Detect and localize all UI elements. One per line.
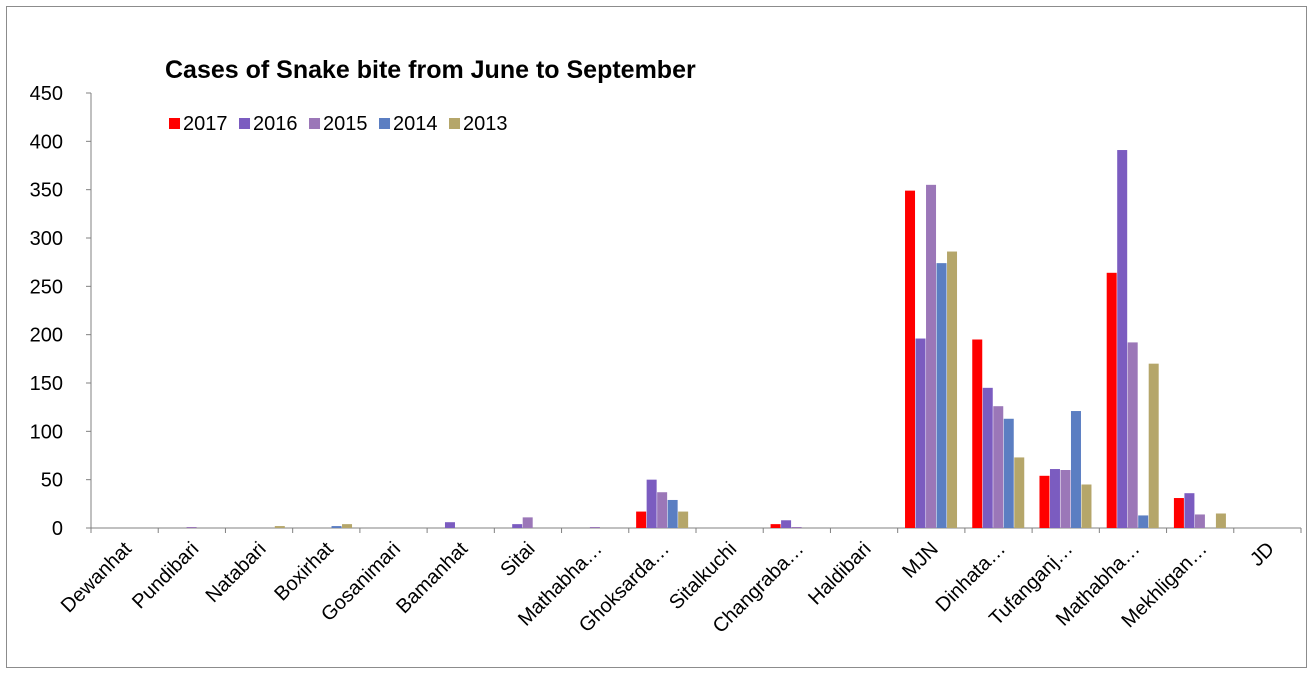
legend-label-2017: 2017 [183, 113, 228, 135]
x-tick-label: Sitai [496, 538, 539, 581]
x-tick-label: Dewanhat [57, 538, 137, 618]
x-tick-label: Bamanhat [392, 538, 472, 618]
bar-2014 [1070, 411, 1081, 528]
y-tick-label: 150 [30, 373, 63, 395]
bar-2015 [657, 492, 668, 528]
bar-2017 [1106, 272, 1117, 528]
y-tick-label: 200 [30, 325, 63, 347]
y-tick-label: 400 [30, 131, 63, 153]
bar-2014 [1003, 418, 1014, 528]
bar-2015 [589, 527, 600, 528]
bar-2015 [1060, 470, 1071, 528]
y-tick-label: 450 [30, 83, 63, 105]
bar-2017 [636, 511, 647, 528]
x-tick-label: Haldibari [804, 538, 875, 609]
x-tick-label: Pundibari [128, 538, 203, 613]
bar-2016 [1117, 150, 1128, 529]
bar-2013 [274, 526, 285, 528]
bar-2013 [1148, 363, 1159, 528]
x-tick-label: MJN [898, 538, 943, 583]
chart-frame: Cases of Snake bite from June to Septemb… [6, 6, 1307, 668]
bar-2017 [972, 339, 983, 528]
bar-2016 [444, 522, 455, 528]
bar-2014 [331, 526, 342, 528]
bar-2014 [936, 263, 947, 528]
bar-2013 [1081, 484, 1092, 528]
bar-2015 [993, 406, 1004, 528]
bar-2016 [1184, 493, 1195, 528]
bar-2013 [1014, 457, 1025, 528]
y-tick-label: 50 [41, 470, 63, 492]
bar-2015 [926, 184, 937, 529]
bar-2015 [186, 527, 197, 528]
bar-2015 [791, 527, 802, 528]
bar-chart: Cases of Snake bite from June to Septemb… [30, 56, 1302, 638]
legend: 2017 2016 2015 2014 2013 [169, 113, 508, 135]
legend-swatch-2013 [449, 118, 460, 129]
x-tick-label: Natabari [202, 538, 271, 607]
y-tick-label: 0 [52, 518, 63, 540]
bar-2013 [678, 511, 689, 528]
bar-2015 [1194, 514, 1205, 528]
bar-2017 [1039, 475, 1050, 528]
bars [186, 150, 1226, 529]
bar-2016 [646, 479, 657, 528]
bar-2017 [905, 190, 916, 528]
bar-2015 [522, 517, 533, 528]
bar-2016 [1049, 469, 1060, 528]
bar-2016 [982, 387, 993, 528]
bar-2014 [667, 499, 678, 528]
bar-2016 [781, 520, 792, 528]
bar-2017 [1173, 498, 1184, 528]
bar-2013 [947, 251, 958, 529]
legend-label-2016: 2016 [253, 113, 298, 135]
legend-swatch-2017 [169, 118, 180, 129]
bar-2013 [342, 524, 353, 528]
bar-2014 [1138, 515, 1149, 528]
y-tick-label: 250 [30, 276, 63, 298]
bar-2017 [770, 524, 781, 528]
axes: 0 50 100 150 200 250 300 350 400 450 [30, 83, 1302, 540]
legend-label-2015: 2015 [323, 113, 368, 135]
y-tick-label: 100 [30, 421, 63, 443]
legend-label-2014: 2014 [393, 113, 438, 135]
bar-2015 [1127, 342, 1138, 528]
bar-2013 [1215, 513, 1226, 528]
x-tick-label: JD [1246, 538, 1279, 571]
bar-2016 [915, 338, 926, 528]
legend-swatch-2014 [379, 118, 390, 129]
x-tick-label: Boxirhat [270, 538, 338, 606]
y-tick-label: 350 [30, 180, 63, 202]
legend-swatch-2016 [239, 118, 250, 129]
bar-2016 [512, 524, 523, 528]
y-tick-label: 300 [30, 228, 63, 250]
legend-swatch-2015 [309, 118, 320, 129]
legend-label-2013: 2013 [463, 113, 508, 135]
chart-title: Cases of Snake bite from June to Septemb… [165, 56, 696, 84]
